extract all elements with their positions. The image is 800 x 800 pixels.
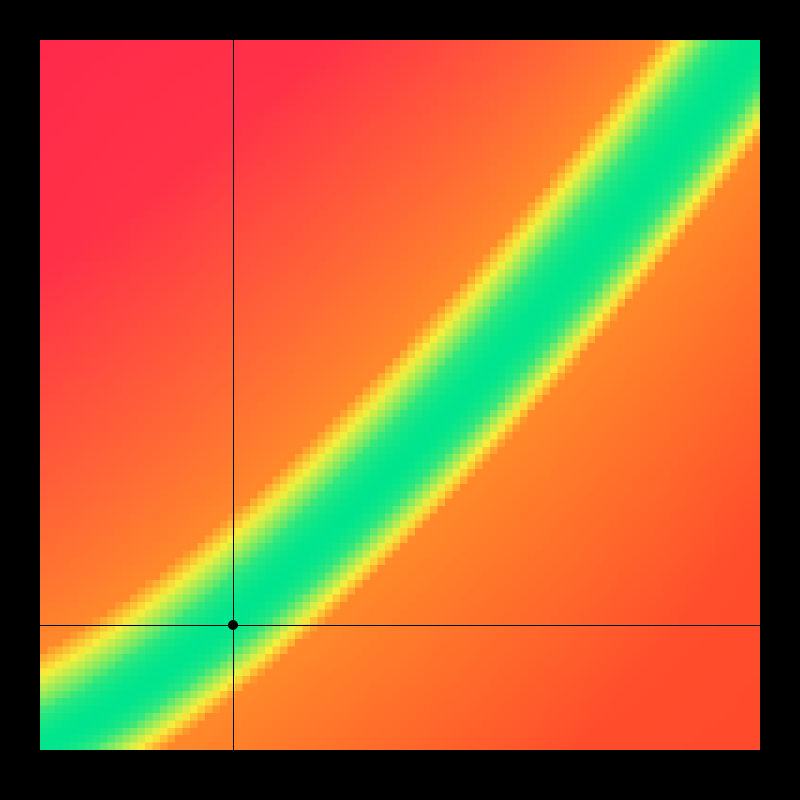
frame-bottom (0, 750, 800, 800)
frame-left (0, 0, 40, 800)
frame-right (760, 0, 800, 800)
crosshair-marker (228, 620, 238, 630)
crosshair-horizontal (40, 625, 760, 626)
plot-area (40, 40, 760, 750)
frame-top (0, 0, 800, 40)
heatmap-canvas (40, 40, 760, 750)
crosshair-vertical (233, 40, 234, 750)
